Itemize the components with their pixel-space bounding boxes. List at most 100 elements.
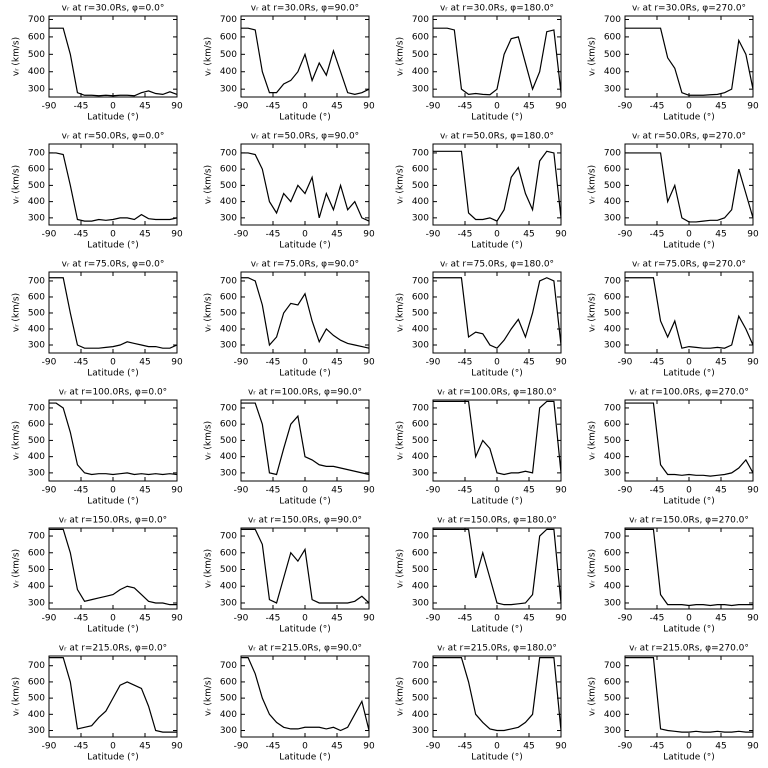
plot-frame [624,527,754,610]
y-tick-label: 400 [28,197,45,207]
x-axis-label: Latitude (°) [471,625,522,635]
data-line [433,400,562,476]
y-tick-label: 400 [604,67,621,77]
x-tick-label: -45 [458,358,473,368]
plot-frame [432,655,562,738]
y-tick-label: 700 [220,15,237,25]
x-axis-label: Latitude (°) [87,369,138,379]
y-tick-label: 500 [220,565,237,575]
y-tick-label: 600 [604,420,621,430]
x-tick-label: 0 [494,230,500,240]
plot-frame [240,399,370,482]
x-tick-label: -45 [74,102,89,112]
y-tick-label: 500 [220,308,237,318]
x-tick-label: -90 [426,358,441,368]
x-tick-label: 0 [686,486,692,496]
y-tick-label: 700 [412,403,429,413]
x-tick-label: 45 [331,358,342,368]
x-tick-label: 90 [363,614,375,624]
y-tick-label: 600 [220,165,237,175]
x-tick-label: 0 [686,742,692,752]
x-tick-label: 0 [110,486,116,496]
panel-title: vᵣ at r=215.0Rs, φ=0.0° [59,644,167,654]
y-tick-label: 600 [28,32,45,42]
x-tick-label: -45 [266,486,281,496]
y-axis-label: vᵣ (km/s) [12,165,22,204]
x-tick-label: 0 [302,614,308,624]
x-tick-label: 0 [494,486,500,496]
y-tick-label: 600 [412,677,429,687]
x-axis-label: Latitude (°) [663,753,714,763]
x-tick-label: 45 [139,102,150,112]
y-tick-label: 700 [412,276,429,286]
x-tick-label: -90 [618,742,633,752]
x-tick-label: -90 [234,358,249,368]
x-tick-label: 0 [302,742,308,752]
y-tick-label: 600 [412,32,429,42]
x-tick-label: -90 [234,230,249,240]
y-tick-label: 300 [220,213,237,223]
y-tick-label: 500 [28,181,45,191]
x-tick-label: 0 [302,230,308,240]
x-tick-label: -90 [234,614,249,624]
x-tick-label: -45 [650,486,665,496]
x-tick-label: 0 [110,102,116,112]
plot-frame [48,15,178,98]
x-tick-label: -45 [458,230,473,240]
y-axis-label: vᵣ (km/s) [588,677,598,716]
panel-title: vᵣ at r=150.0Rs, φ=270.0° [629,516,749,526]
data-line [49,657,177,733]
y-tick-label: 500 [28,694,45,704]
y-axis-label: vᵣ (km/s) [588,421,598,460]
y-tick-label: 700 [220,276,237,286]
y-tick-label: 700 [220,148,237,158]
x-axis-label: Latitude (°) [279,753,330,763]
panel-title: vᵣ at r=50.0Rs, φ=0.0° [62,132,165,142]
x-tick-label: -90 [618,230,633,240]
x-tick-label: 90 [747,614,759,624]
y-tick-label: 500 [28,50,45,60]
y-axis-label: vᵣ (km/s) [588,293,598,332]
x-tick-label: -45 [266,614,281,624]
y-tick-label: 300 [28,85,45,95]
x-tick-label: -90 [234,486,249,496]
data-line [433,528,562,606]
x-tick-label: 45 [331,230,342,240]
x-tick-label: -45 [74,486,89,496]
x-tick-label: 45 [139,358,150,368]
data-line [433,150,562,222]
y-tick-label: 600 [220,548,237,558]
y-axis-label: vᵣ (km/s) [12,37,22,76]
y-tick-label: 500 [604,308,621,318]
y-tick-label: 500 [220,50,237,60]
x-tick-label: 90 [747,102,759,112]
panel-title: vᵣ at r=50.0Rs, φ=270.0° [632,132,746,142]
y-tick-label: 500 [412,181,429,191]
y-tick-label: 300 [412,85,429,95]
x-tick-label: 45 [523,358,534,368]
y-tick-label: 300 [412,598,429,608]
y-tick-label: 500 [28,565,45,575]
y-tick-label: 700 [604,532,621,542]
x-tick-label: 0 [494,742,500,752]
y-tick-label: 500 [220,436,237,446]
data-line [241,402,370,476]
x-tick-label: -45 [650,102,665,112]
x-tick-label: -45 [458,102,473,112]
x-axis-label: Latitude (°) [471,497,522,507]
data-line [625,27,754,96]
y-tick-label: 500 [412,308,429,318]
x-tick-label: 45 [331,486,342,496]
x-tick-label: -90 [42,358,57,368]
y-tick-label: 500 [28,308,45,318]
plot-frame [48,271,178,354]
y-tick-label: 400 [412,324,429,334]
x-tick-label: 90 [555,230,567,240]
plot-frame [624,655,754,738]
x-tick-label: 90 [747,486,759,496]
x-tick-label: 90 [747,358,759,368]
x-tick-label: 0 [686,358,692,368]
y-tick-label: 600 [28,677,45,687]
data-line [241,277,370,349]
